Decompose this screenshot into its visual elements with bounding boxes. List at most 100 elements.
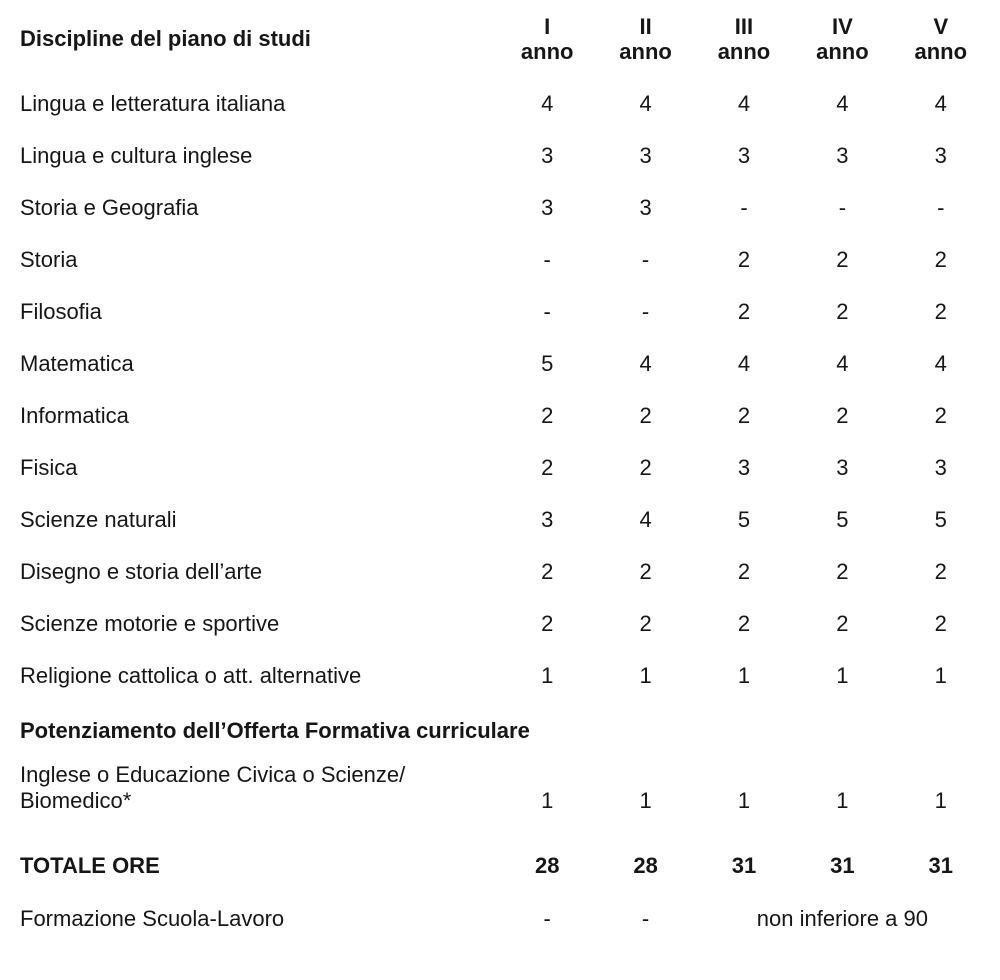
table-row: Religione cattolica o att. alternative 1 1… bbox=[20, 650, 990, 702]
year-unit: anno bbox=[619, 39, 672, 64]
row-label: Scienze naturali bbox=[20, 507, 177, 532]
table-row: Lingua e cultura inglese 3 3 3 3 3 bbox=[20, 130, 990, 182]
cell-value: 3 bbox=[737, 143, 751, 168]
table-row: Lingua e letteratura italiana 4 4 4 4 4 bbox=[20, 78, 990, 130]
cell-value: 1 bbox=[639, 663, 652, 688]
cell-value: 4 bbox=[836, 91, 849, 116]
cell-value: 1 bbox=[934, 663, 947, 688]
cell-value: 5 bbox=[934, 507, 947, 532]
cell-value: 4 bbox=[934, 91, 947, 116]
row-label: Filosofia bbox=[20, 299, 102, 324]
year-unit: anno bbox=[914, 39, 968, 64]
cell-value: 3 bbox=[541, 507, 554, 532]
cell-value: 2 bbox=[639, 559, 652, 584]
cell-value: - bbox=[641, 247, 650, 272]
cell-value: 4 bbox=[639, 351, 652, 376]
cell-value: 5 bbox=[836, 507, 849, 532]
cell-value: 2 bbox=[737, 247, 751, 272]
year-unit: anno bbox=[520, 39, 574, 64]
cell-value: 3 bbox=[639, 143, 652, 168]
cell-value: 2 bbox=[934, 247, 947, 272]
cell-value: 4 bbox=[737, 351, 751, 376]
table-header-year: IV anno bbox=[793, 8, 891, 78]
table-row: Matematica 5 4 4 4 4 bbox=[20, 338, 990, 390]
row-label: Scienze motorie e sportive bbox=[20, 611, 280, 636]
cell-value: - bbox=[543, 299, 551, 324]
cell-value: 2 bbox=[934, 299, 947, 324]
table-row: Informatica 2 2 2 2 2 bbox=[20, 390, 990, 442]
year-unit: anno bbox=[717, 39, 771, 64]
cell-value: 2 bbox=[836, 403, 849, 428]
cell-value: 2 bbox=[737, 611, 751, 636]
cell-value: 2 bbox=[541, 559, 554, 584]
table-header-year: III anno bbox=[695, 8, 793, 78]
cell-value: 5 bbox=[737, 507, 751, 532]
cell-value: 1 bbox=[541, 663, 554, 688]
cell-value: 2 bbox=[836, 611, 849, 636]
cell-value: 3 bbox=[737, 455, 751, 480]
year-numeral: III bbox=[734, 14, 754, 39]
cell-value: 3 bbox=[934, 455, 947, 480]
row-label: Informatica bbox=[20, 403, 129, 428]
cell-value: 4 bbox=[639, 507, 652, 532]
row-label: Lingua e cultura inglese bbox=[20, 143, 253, 168]
year-numeral: I bbox=[544, 14, 551, 39]
cell-value: 2 bbox=[737, 403, 751, 428]
cell-value: 1 bbox=[836, 663, 849, 688]
cell-value: 2 bbox=[541, 403, 554, 428]
total-row: TOTALE ORE 28 28 31 31 31 bbox=[20, 827, 990, 893]
cell-value: 2 bbox=[836, 299, 849, 324]
section-row: Potenziamento dell’Offerta Formativa cur… bbox=[20, 702, 990, 754]
year-numeral: IV bbox=[831, 14, 853, 39]
cell-value: 2 bbox=[541, 611, 554, 636]
footer-row: Formazione Scuola-Lavoro - - non inferiore … bbox=[20, 893, 990, 945]
cell-value: 2 bbox=[737, 299, 751, 324]
cell-value: 31 bbox=[830, 853, 855, 878]
table-row: Storia e Geografia 3 3 - - - bbox=[20, 182, 990, 234]
cell-value: - bbox=[937, 195, 945, 220]
row-label: Inglese o Educazione Civica o Scienze/ B… bbox=[20, 762, 406, 813]
cell-value: 4 bbox=[639, 91, 652, 116]
cell-value: 4 bbox=[541, 91, 554, 116]
cell-value: 3 bbox=[541, 195, 554, 220]
row-label: Matematica bbox=[20, 351, 134, 376]
span-value: non inferiore a 90 bbox=[756, 906, 928, 931]
table-row: Fisica 2 2 3 3 3 bbox=[20, 442, 990, 494]
cell-value: 1 bbox=[737, 788, 751, 813]
table-row: Storia - - 2 2 2 bbox=[20, 234, 990, 286]
cell-value: 2 bbox=[934, 559, 947, 584]
cell-value: 3 bbox=[836, 143, 849, 168]
cell-value: 31 bbox=[928, 853, 954, 878]
cell-value: 3 bbox=[934, 143, 947, 168]
cell-value: 4 bbox=[836, 351, 849, 376]
cell-value: - bbox=[641, 906, 650, 931]
cell-value: 4 bbox=[934, 351, 947, 376]
cell-value: 5 bbox=[541, 351, 554, 376]
row-label: Storia e Geografia bbox=[20, 195, 199, 220]
row-label: TOTALE ORE bbox=[20, 853, 160, 878]
cell-value: 3 bbox=[639, 195, 652, 220]
cell-value: 2 bbox=[639, 611, 652, 636]
cell-value: 1 bbox=[541, 788, 554, 813]
row-label: Religione cattolica o att. alternative bbox=[20, 663, 362, 688]
year-numeral: V bbox=[933, 14, 949, 39]
table-row: Scienze naturali 3 4 5 5 5 bbox=[20, 494, 990, 546]
cell-value: 1 bbox=[639, 788, 652, 813]
section-title: Potenziamento dell’Offerta Formativa cur… bbox=[20, 718, 530, 743]
cell-value: 3 bbox=[541, 143, 554, 168]
table-row: Disegno e storia dell’arte 2 2 2 2 2 bbox=[20, 546, 990, 598]
cell-value: 2 bbox=[836, 559, 849, 584]
row-label: Fisica bbox=[20, 455, 78, 480]
cell-value: - bbox=[838, 195, 847, 220]
cell-value: 28 bbox=[633, 853, 658, 878]
cell-value: 28 bbox=[534, 853, 560, 878]
cell-value: 2 bbox=[737, 559, 751, 584]
cell-value: - bbox=[740, 195, 748, 220]
table-row: Inglese o Educazione Civica o Scienze/ B… bbox=[20, 754, 990, 827]
cell-value: - bbox=[543, 247, 551, 272]
row-label: Storia bbox=[20, 247, 78, 272]
